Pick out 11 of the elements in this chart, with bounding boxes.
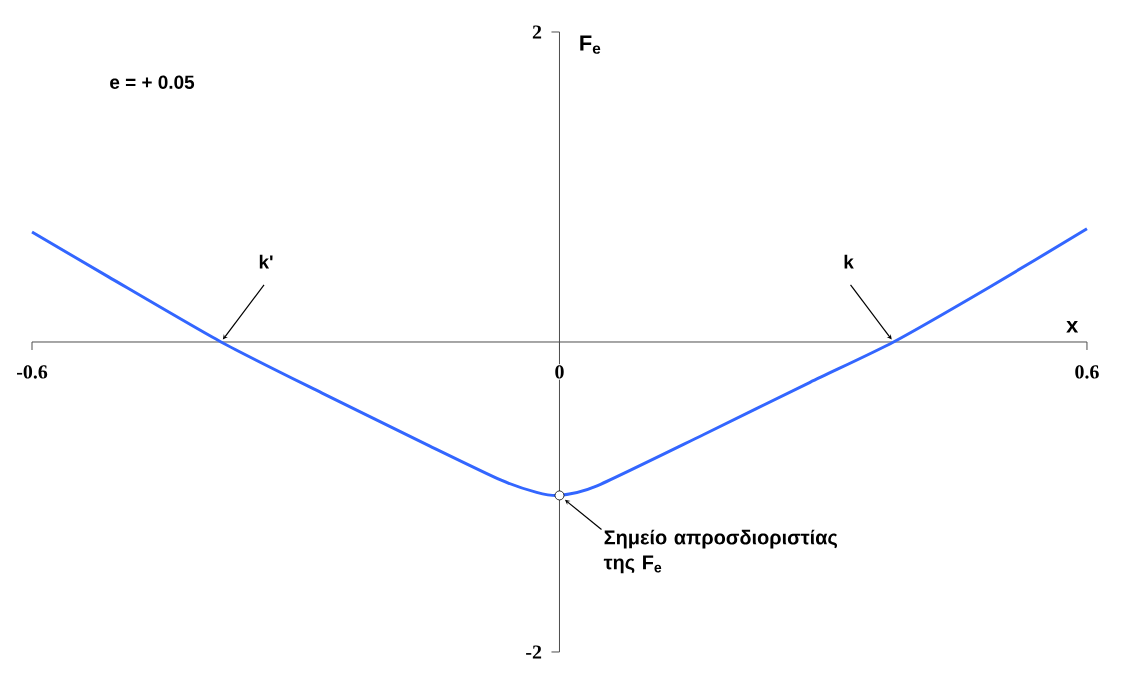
x-tick-label: 0 (555, 365, 564, 379)
x-tick-label: -0.6 (16, 365, 48, 379)
y-axis-title: F$_{e}$ (580, 35, 601, 54)
annotation: k (844, 254, 854, 269)
x-tick-label: 0.6 (1075, 365, 1099, 379)
annotation: Σημείο απροσδιοριστίας της F$_{e}$ (603, 529, 838, 574)
y-tick-label: 2 (532, 25, 542, 39)
annotation: k' (259, 254, 273, 269)
y-tick-label: -2 (526, 645, 542, 659)
annotation: e = + 0.05 (110, 75, 195, 89)
x-axis-title: x (1066, 320, 1079, 333)
